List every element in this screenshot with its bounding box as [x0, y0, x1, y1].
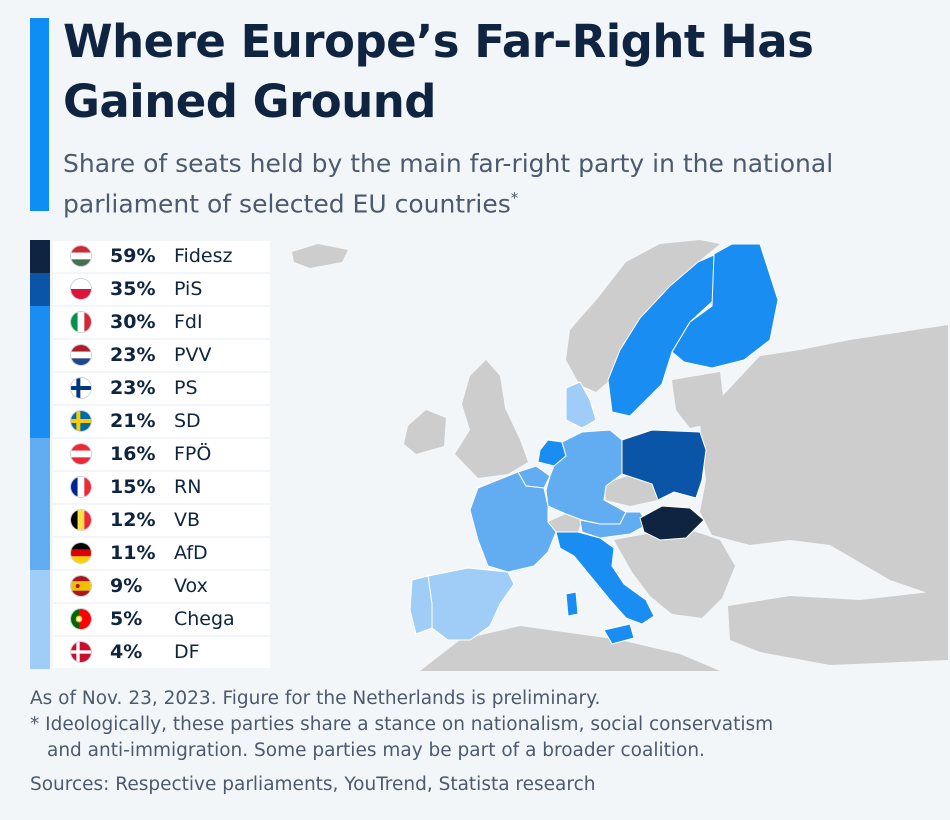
legend-row: 59% Fidesz [30, 240, 270, 273]
spain-flag-icon [70, 575, 92, 597]
legend: 59% Fidesz 35% PiS 30% FdI 23% PVV 23% PS 21% SD 16%… [30, 240, 270, 669]
iceland [292, 244, 348, 268]
hungary-flag-icon [70, 245, 92, 267]
legend-party-name: VB [174, 509, 201, 531]
legend-row: 35% PiS [30, 273, 270, 306]
italy-flag-icon [70, 311, 92, 333]
switzerland [548, 514, 582, 532]
finland-flag-icon [70, 377, 92, 399]
france-flag-icon [70, 476, 92, 498]
legend-seat-share: 15% [110, 476, 156, 498]
map-sardinia [565, 591, 579, 617]
austria-flag-icon [70, 443, 92, 465]
poland-flag-icon [70, 278, 92, 300]
footer-sources: Sources: Respective parliaments, YouTren… [30, 774, 596, 795]
map-finland [671, 243, 779, 369]
baltics [672, 372, 726, 428]
legend-row: 21% SD [30, 405, 270, 438]
legend-party-name: RN [174, 476, 202, 498]
legend-row: 9% Vox [30, 570, 270, 603]
legend-seat-share: 59% [110, 245, 156, 267]
legend-party-name: DF [174, 641, 200, 663]
north-africa [420, 626, 720, 671]
other-land [292, 240, 948, 671]
subtitle-text: Share of seats held by the main far-righ… [63, 149, 834, 219]
netherlands-flag-icon [70, 344, 92, 366]
legend-color-swatch [30, 240, 50, 273]
czechia [604, 476, 658, 506]
title-accent-bar [30, 18, 49, 211]
belgium-flag-icon [70, 509, 92, 531]
legend-row: 4% DF [30, 636, 270, 669]
legend-party-name: FdI [174, 311, 203, 333]
portugal-flag-icon [70, 608, 92, 630]
great-britain [455, 360, 528, 478]
legend-color-swatch [30, 537, 50, 570]
legend-party-name: SD [174, 410, 201, 432]
legend-color-swatch [30, 273, 50, 306]
germany-flag-icon [70, 542, 92, 564]
map-italy [555, 531, 655, 625]
legend-party-name: Chega [174, 608, 235, 630]
legend-color-swatch [30, 603, 50, 636]
legend-seat-share: 5% [110, 608, 143, 630]
chart-title: Where Europe’s Far-Right Has Gained Grou… [63, 15, 814, 128]
legend-seat-share: 4% [110, 641, 143, 663]
legend-seat-share: 23% [110, 377, 156, 399]
map-france [469, 471, 557, 573]
legend-row: 5% Chega [30, 603, 270, 636]
legend-color-swatch [30, 471, 50, 504]
legend-row: 12% VB [30, 504, 270, 537]
legend-seat-share: 35% [110, 278, 156, 300]
legend-party-name: PVV [174, 344, 212, 366]
footer-note: As of Nov. 23, 2023. Figure for the Neth… [30, 688, 601, 709]
legend-color-swatch [30, 339, 50, 372]
legend-seat-share: 12% [110, 509, 156, 531]
legend-party-name: Fidesz [174, 245, 233, 267]
europe-map [270, 240, 950, 671]
legend-party-name: Vox [174, 575, 208, 597]
turkey [728, 590, 948, 665]
legend-seat-share: 30% [110, 311, 156, 333]
legend-row: 11% AfD [30, 537, 270, 570]
legend-party-name: FPÖ [174, 443, 212, 465]
map-poland [621, 429, 707, 501]
legend-color-swatch [30, 504, 50, 537]
map-denmark [565, 381, 597, 429]
legend-color-swatch [30, 438, 50, 471]
ireland [404, 410, 446, 454]
chart-subtitle: Share of seats held by the main far-righ… [63, 146, 923, 221]
footer-asterisk-note-continued: and anti-immigration. Some parties may b… [47, 740, 705, 761]
legend-color-swatch [30, 570, 50, 603]
sweden-flag-icon [70, 410, 92, 432]
legend-seat-share: 9% [110, 575, 143, 597]
norway [566, 240, 720, 392]
legend-color-swatch [30, 405, 50, 438]
legend-seat-share: 21% [110, 410, 156, 432]
legend-party-name: PiS [174, 278, 203, 300]
legend-seat-share: 23% [110, 344, 156, 366]
legend-seat-share: 16% [110, 443, 156, 465]
eastern-europe [700, 325, 948, 600]
map-hungary [639, 505, 705, 541]
subtitle-footnote-mark: * [510, 189, 519, 207]
legend-color-swatch [30, 372, 50, 405]
legend-color-swatch [30, 636, 50, 669]
legend-row: 23% PS [30, 372, 270, 405]
legend-row: 16% FPÖ [30, 438, 270, 471]
denmark-flag-icon [70, 641, 92, 663]
footer: As of Nov. 23, 2023. Figure for the Neth… [30, 686, 930, 798]
legend-seat-share: 11% [110, 542, 156, 564]
balkans [614, 530, 735, 618]
legend-party-name: AfD [174, 542, 208, 564]
legend-color-swatch [30, 306, 50, 339]
legend-row: 30% FdI [30, 306, 270, 339]
legend-row: 23% PVV [30, 339, 270, 372]
legend-party-name: PS [174, 377, 198, 399]
map-sicily [603, 623, 635, 645]
legend-row: 15% RN [30, 471, 270, 504]
map-portugal [409, 575, 433, 635]
footer-asterisk-note: * Ideologically, these parties share a s… [30, 714, 774, 735]
